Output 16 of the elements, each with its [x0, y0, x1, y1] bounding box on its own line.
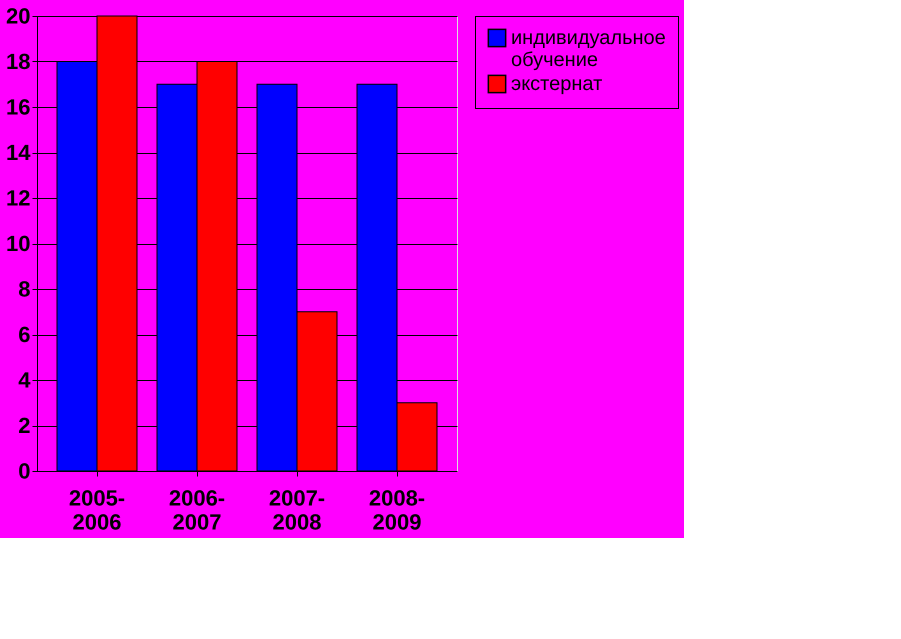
y-tick-label: 4 [18, 368, 32, 392]
y-tick-label: 12 [6, 186, 30, 210]
x-tick-label: 2007-2008 [268, 486, 326, 534]
y-tick-label: 0 [18, 458, 30, 484]
y-tick-label: 18 [6, 49, 30, 74]
x-tick-label: 2006-2007 [168, 486, 226, 534]
y-tick-label: 2 [18, 413, 30, 438]
y-tick-label: 14 [6, 140, 32, 165]
y-tick-label: 16 [6, 94, 30, 120]
y-tick-label: 10 [6, 231, 30, 256]
y-tick-label: 8 [18, 276, 30, 302]
y-tick-label: 6 [18, 322, 30, 347]
legend-label: экстернат [511, 73, 602, 95]
x-tick-label: 2008-2009 [368, 486, 426, 534]
x-tick-label: 2005-2006 [68, 486, 126, 534]
y-tick-label: 20 [6, 4, 30, 28]
